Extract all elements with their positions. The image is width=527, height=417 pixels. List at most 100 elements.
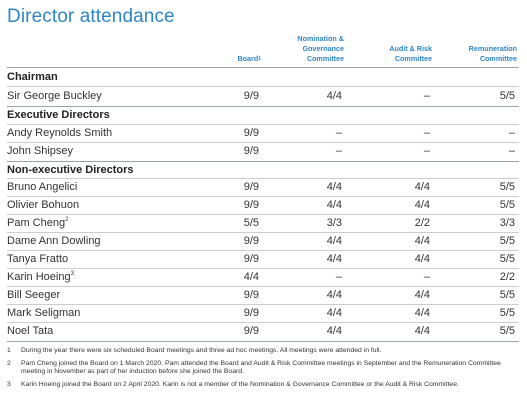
remuneration-attendance: 5/5 bbox=[499, 289, 515, 301]
header-nomination-line: Governance bbox=[302, 44, 344, 53]
nomination-attendance: 4/4 bbox=[326, 181, 342, 193]
remuneration-attendance: 5/5 bbox=[499, 307, 515, 319]
audit-attendance: – bbox=[423, 145, 430, 157]
header-nomination-line: Committee bbox=[306, 54, 344, 63]
audit-attendance: – bbox=[423, 127, 430, 139]
divider bbox=[7, 268, 519, 269]
section-heading-executive: Executive Directors bbox=[7, 109, 110, 121]
footnote-number: 2 bbox=[7, 359, 11, 367]
header-audit-line: Committee bbox=[394, 54, 432, 63]
header-board-label: Board bbox=[237, 54, 259, 63]
footnote-ref: 2 bbox=[65, 217, 69, 223]
header-audit: Audit & Risk Committee bbox=[360, 44, 432, 64]
remuneration-attendance: – bbox=[508, 127, 515, 139]
footnote-ref: 3 bbox=[70, 271, 74, 277]
remuneration-attendance: 5/5 bbox=[499, 90, 515, 102]
table-row: Mark Seligman 9/9 4/4 4/4 5/5 bbox=[0, 305, 527, 323]
director-name: Dame Ann Dowling bbox=[7, 235, 101, 247]
section-heading-non-executive: Non-executive Directors bbox=[7, 164, 134, 176]
director-name: John Shipsey bbox=[7, 145, 74, 157]
audit-attendance: 4/4 bbox=[414, 235, 430, 247]
header-board: Board1 bbox=[205, 54, 261, 64]
director-name: Karin Hoeing3 bbox=[7, 271, 74, 283]
header-nomination: Nomination & Governance Committee bbox=[272, 34, 344, 64]
audit-attendance: 4/4 bbox=[414, 199, 430, 211]
director-name: Bill Seeger bbox=[7, 289, 61, 301]
director-name: Pam Cheng2 bbox=[7, 217, 69, 229]
board-attendance: 9/9 bbox=[243, 307, 259, 319]
nomination-attendance: – bbox=[335, 127, 342, 139]
header-audit-line: Audit & Risk bbox=[389, 44, 432, 53]
nomination-attendance: – bbox=[335, 145, 342, 157]
director-name: Tanya Fratto bbox=[7, 253, 69, 265]
divider bbox=[7, 124, 519, 125]
table-row: John Shipsey 9/9 – – – bbox=[0, 143, 527, 161]
remuneration-attendance: 5/5 bbox=[499, 181, 515, 193]
divider bbox=[7, 178, 519, 179]
remuneration-attendance: – bbox=[508, 145, 515, 157]
table-row: Noel Tata 9/9 4/4 4/4 5/5 bbox=[0, 323, 527, 341]
board-attendance: 9/9 bbox=[243, 235, 259, 247]
divider bbox=[7, 196, 519, 197]
board-attendance: 9/9 bbox=[243, 325, 259, 337]
table-row: Karin Hoeing3 4/4 – – 2/2 bbox=[0, 269, 527, 287]
nomination-attendance: 4/4 bbox=[326, 289, 342, 301]
divider bbox=[7, 142, 519, 143]
audit-attendance: 4/4 bbox=[414, 289, 430, 301]
table-row: Olivier Bohuon 9/9 4/4 4/4 5/5 bbox=[0, 197, 527, 215]
footnote-number: 3 bbox=[7, 380, 11, 388]
divider bbox=[7, 86, 519, 87]
divider bbox=[7, 214, 519, 215]
table-row: Dame Ann Dowling 9/9 4/4 4/4 5/5 bbox=[0, 233, 527, 251]
nomination-attendance: 4/4 bbox=[326, 199, 342, 211]
audit-attendance: – bbox=[423, 271, 430, 283]
nomination-attendance: 4/4 bbox=[326, 253, 342, 265]
table-row: Pam Cheng2 5/5 3/3 2/2 3/3 bbox=[0, 215, 527, 233]
audit-attendance: 4/4 bbox=[414, 181, 430, 193]
nomination-attendance: 3/3 bbox=[326, 217, 342, 229]
header-remuneration-line: Remuneration bbox=[468, 44, 517, 53]
director-name: Olivier Bohuon bbox=[7, 199, 80, 211]
director-name: Andy Reynolds Smith bbox=[7, 127, 113, 139]
divider bbox=[7, 341, 519, 342]
board-attendance: 9/9 bbox=[243, 199, 259, 211]
director-name: Sir George Buckley bbox=[7, 90, 102, 102]
board-attendance: 9/9 bbox=[243, 90, 259, 102]
board-attendance: 9/9 bbox=[243, 145, 259, 157]
audit-attendance: 4/4 bbox=[414, 325, 430, 337]
remuneration-attendance: 3/3 bbox=[499, 217, 515, 229]
remuneration-attendance: 5/5 bbox=[499, 253, 515, 265]
divider bbox=[7, 304, 519, 305]
header-nomination-line: Nomination & bbox=[297, 34, 344, 43]
audit-attendance: 4/4 bbox=[414, 307, 430, 319]
remuneration-attendance: 5/5 bbox=[499, 199, 515, 211]
audit-attendance: 4/4 bbox=[414, 253, 430, 265]
board-attendance: 9/9 bbox=[243, 127, 259, 139]
director-name: Noel Tata bbox=[7, 325, 54, 337]
footnote-text: During the year there were six scheduled… bbox=[21, 347, 382, 354]
remuneration-attendance: 5/5 bbox=[499, 235, 515, 247]
footnote: 2 Pam Cheng joined the Board on 1 March … bbox=[7, 360, 519, 377]
header-remuneration-line: Committee bbox=[479, 54, 517, 63]
header-remuneration: Remuneration Committee bbox=[440, 44, 517, 64]
board-attendance: 4/4 bbox=[243, 271, 259, 283]
footnote-number: 1 bbox=[7, 347, 11, 354]
header-board-ref: 1 bbox=[258, 56, 261, 62]
board-attendance: 9/9 bbox=[243, 289, 259, 301]
table-row: Tanya Fratto 9/9 4/4 4/4 5/5 bbox=[0, 251, 527, 269]
remuneration-attendance: 5/5 bbox=[499, 325, 515, 337]
board-attendance: 9/9 bbox=[243, 253, 259, 265]
divider bbox=[7, 286, 519, 287]
audit-attendance: 2/2 bbox=[414, 217, 430, 229]
board-attendance: 9/9 bbox=[243, 181, 259, 193]
nomination-attendance: 4/4 bbox=[326, 90, 342, 102]
table-row: Andy Reynolds Smith 9/9 – – – bbox=[0, 125, 527, 143]
table-row: Bill Seeger 9/9 4/4 4/4 5/5 bbox=[0, 287, 527, 305]
page-title: Director attendance bbox=[7, 6, 175, 27]
remuneration-attendance: 2/2 bbox=[499, 271, 515, 283]
footnotes: 1 During the year there were six schedul… bbox=[7, 347, 519, 393]
nomination-attendance: 4/4 bbox=[326, 325, 342, 337]
footnote-text: Pam Cheng joined the Board on 1 March 20… bbox=[21, 359, 501, 376]
divider bbox=[7, 67, 519, 68]
director-name: Mark Seligman bbox=[7, 307, 81, 319]
